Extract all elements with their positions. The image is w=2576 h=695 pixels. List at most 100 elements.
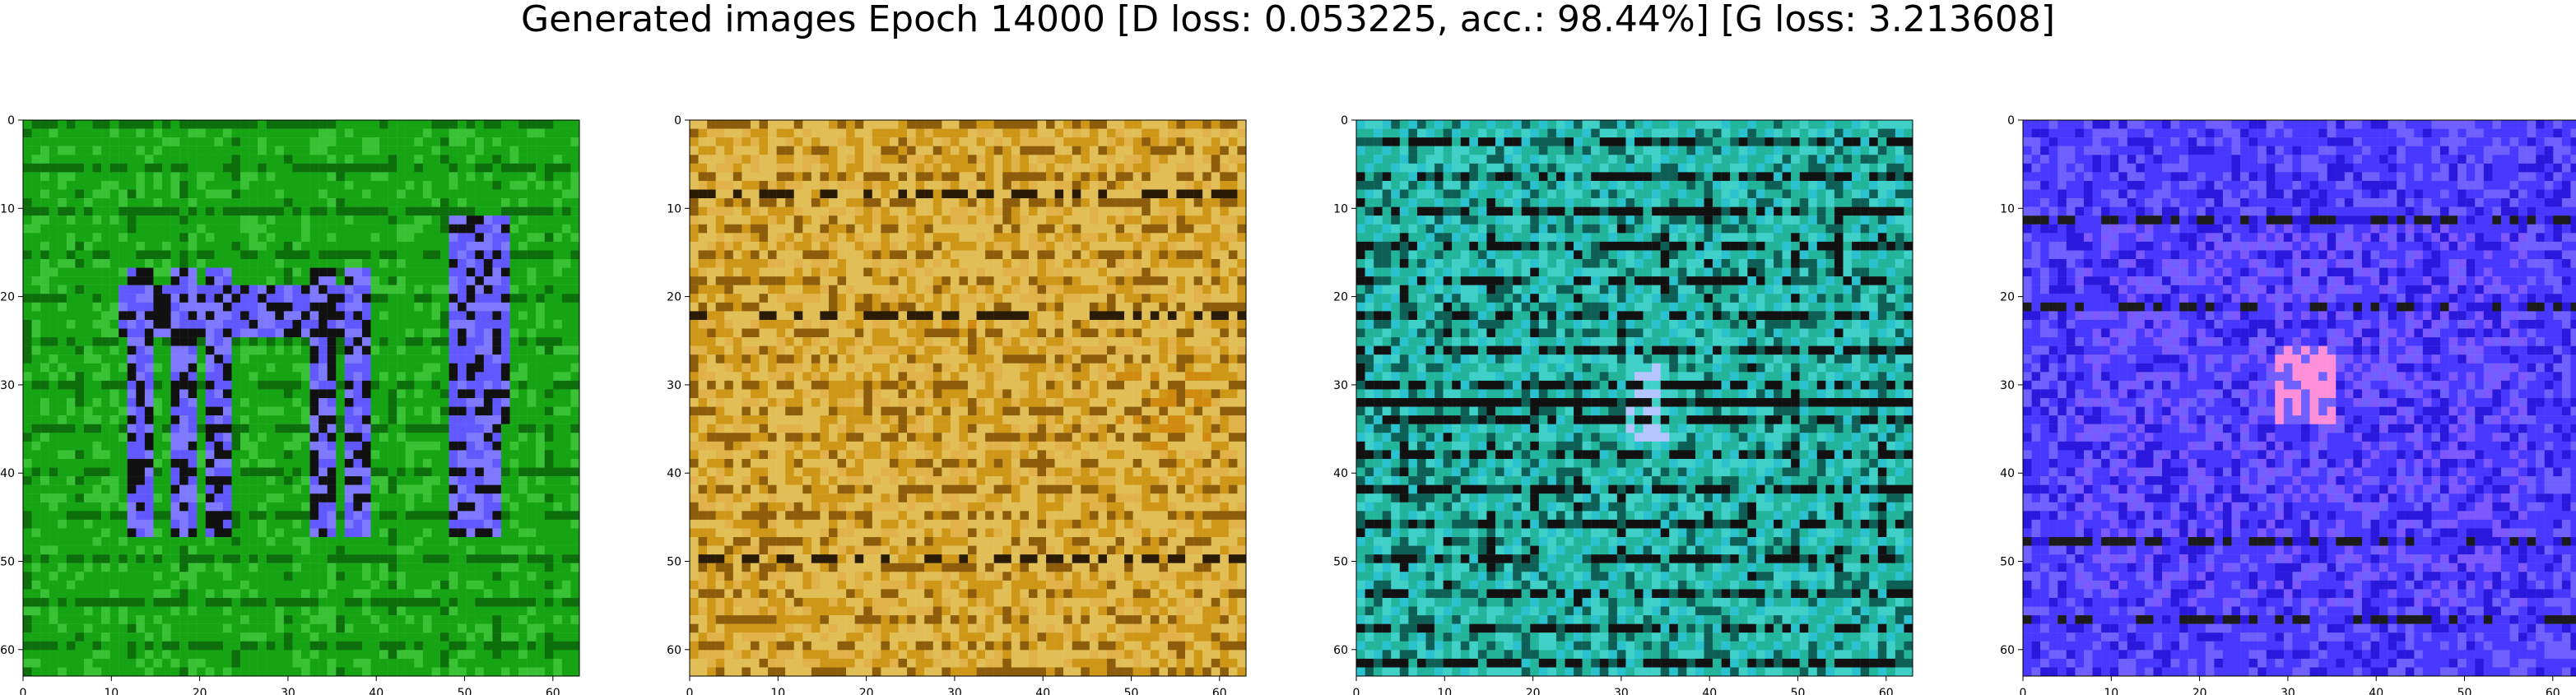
pixel-cell [49, 380, 58, 390]
pixel-cell [336, 424, 346, 433]
pixel-cell [544, 198, 554, 207]
pixel-cell [283, 484, 293, 494]
pixel-cell [179, 189, 188, 199]
pixel-cell [92, 319, 102, 329]
pixel-cell [405, 641, 415, 651]
pixel-cell [258, 519, 267, 529]
pixel-cell [422, 641, 432, 651]
pixel-cell [544, 597, 554, 607]
pixel-cell [907, 189, 916, 199]
pixel-cell [136, 215, 146, 225]
pixel-cell [889, 198, 899, 207]
pixel-cell [292, 502, 302, 512]
pixel-cell [353, 623, 363, 633]
pixel-cell [483, 155, 493, 164]
pixel-cell [336, 441, 346, 451]
pixel-cell [240, 589, 249, 599]
pixel-cell [40, 354, 49, 364]
pixel-cell [449, 206, 458, 216]
pixel-cell [75, 363, 85, 373]
pixel-cell [319, 345, 328, 355]
pixel-cell [361, 632, 371, 642]
pixel-cell [509, 120, 519, 129]
pixel-cell [309, 380, 319, 390]
pixel-cell [458, 467, 467, 477]
pixel-cell [344, 511, 354, 521]
pixel-cell [449, 554, 458, 563]
pixel-cell [854, 128, 864, 138]
pixel-cell [136, 650, 146, 660]
pixel-cell [283, 319, 293, 329]
pixel-cell [379, 484, 388, 494]
pixel-cell [40, 155, 49, 164]
pixel-cell [475, 441, 485, 451]
pixel-cell [475, 259, 485, 268]
pixel-cell [553, 146, 563, 155]
pixel-cell [440, 545, 449, 555]
pixel-cell [483, 363, 493, 373]
pixel-cell [1237, 146, 1247, 155]
pixel-cell [205, 233, 215, 243]
pixel-cell [153, 206, 163, 216]
pixel-cell [92, 650, 102, 660]
pixel-cell [915, 224, 925, 234]
pixel-cell [75, 259, 85, 268]
pixel-cell [742, 233, 751, 243]
pixel-cell [336, 589, 346, 599]
pixel-cell [249, 250, 258, 260]
pixel-cell [405, 206, 415, 216]
pixel-cell [776, 155, 786, 164]
pixel-cell [92, 502, 102, 512]
pixel-cell [440, 137, 449, 146]
pixel-cell [553, 615, 563, 624]
pixel-cell [40, 146, 49, 155]
pixel-cell [344, 433, 354, 442]
pixel-cell [327, 554, 337, 563]
pixel-cell [1237, 180, 1247, 190]
pixel-cell [327, 267, 337, 277]
pixel-cell [249, 632, 258, 642]
pixel-cell [275, 433, 285, 442]
pixel-cell [458, 250, 467, 260]
pixel-cell [475, 389, 485, 399]
pixel-cell [127, 476, 137, 485]
pixel-cell [732, 233, 742, 243]
pixel-cell [292, 241, 302, 251]
pixel-cell [49, 363, 58, 373]
pixel-cell [1211, 172, 1221, 182]
pixel-cell [397, 241, 406, 251]
pixel-cell [283, 554, 293, 563]
pixel-cell [344, 415, 354, 424]
pixel-cell [49, 250, 58, 260]
pixel-cell [162, 302, 171, 312]
pixel-cell [127, 528, 137, 538]
pixel-cell [1081, 128, 1090, 138]
pixel-cell [483, 563, 493, 572]
pixel-cell [301, 259, 310, 268]
pixel-cell [379, 623, 388, 633]
pixel-cell [536, 658, 545, 668]
pixel-cell [397, 163, 406, 173]
pixel-cell [527, 198, 537, 207]
pixel-cell [846, 146, 855, 155]
pixel-cell [1063, 128, 1072, 138]
pixel-cell [170, 476, 180, 485]
pixel-cell [475, 137, 485, 146]
pixel-cell [353, 545, 363, 555]
pixel-cell [240, 206, 249, 216]
pixel-cell [136, 180, 146, 190]
pixel-cell [1237, 163, 1247, 173]
pixel-cell [509, 484, 519, 494]
pixel-cell [292, 259, 302, 268]
pixel-cell [1124, 215, 1133, 225]
pixel-cell [854, 155, 864, 164]
pixel-cell [319, 198, 328, 207]
pixel-cell [1020, 128, 1030, 138]
pixel-cell [1098, 155, 1108, 164]
pixel-cell [379, 224, 388, 234]
pixel-cell [109, 372, 119, 382]
pixel-cell [83, 519, 93, 529]
pixel-cell [785, 198, 794, 207]
pixel-cell [136, 294, 146, 303]
pixel-cell [49, 276, 58, 285]
